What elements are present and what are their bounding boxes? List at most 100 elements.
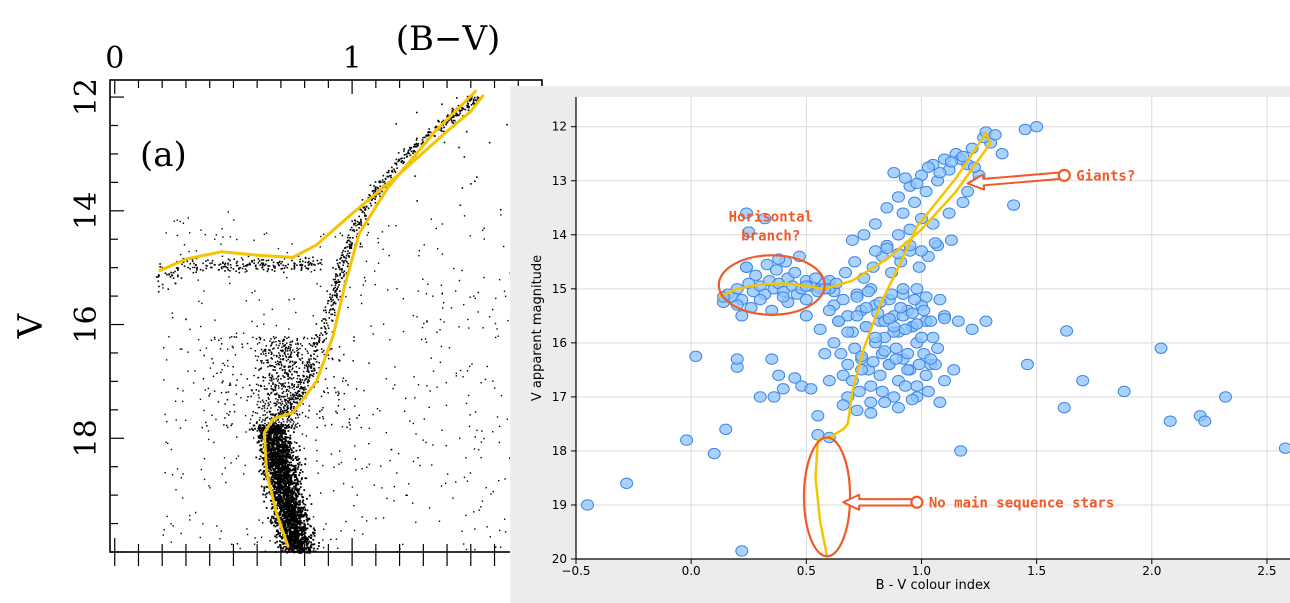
star-point [244, 264, 247, 267]
star-point [348, 421, 350, 424]
star-point [332, 303, 334, 306]
star-point [273, 510, 276, 513]
star-point [296, 481, 299, 484]
star-point [280, 536, 283, 538]
star-point [276, 483, 279, 486]
star-point [303, 389, 305, 391]
star-point [281, 549, 284, 552]
star-point [293, 351, 296, 353]
star-point [373, 484, 375, 486]
star-point [270, 429, 273, 431]
star-point [409, 420, 411, 422]
star-point [390, 174, 392, 177]
star-point [287, 518, 290, 521]
star-point [332, 267, 334, 269]
star-point [407, 151, 409, 153]
star-point [330, 304, 333, 307]
star-point [382, 517, 385, 519]
star-point [258, 336, 261, 339]
star-point [306, 337, 309, 340]
star-point [243, 473, 245, 475]
star-point [293, 363, 295, 365]
star-point [277, 409, 279, 411]
star-point [302, 388, 304, 390]
star-point [291, 364, 294, 367]
star-point [289, 346, 292, 349]
star-point [290, 522, 293, 525]
star-point [333, 466, 335, 468]
star-point [289, 421, 292, 423]
star-point [358, 414, 361, 417]
star-point [313, 543, 316, 546]
star-point [281, 446, 284, 449]
star-point [424, 136, 426, 139]
star-point [309, 373, 312, 376]
star-point [273, 442, 275, 445]
star-point [289, 355, 291, 357]
star-point [284, 514, 287, 517]
star-point [299, 509, 302, 512]
star-point [276, 540, 278, 543]
star-point [345, 520, 347, 523]
star-point [355, 469, 357, 471]
star-point [298, 381, 300, 383]
star-point [298, 542, 301, 545]
star-point [233, 403, 235, 406]
star-point [311, 345, 314, 347]
star-point [405, 153, 408, 156]
star-point [300, 511, 303, 514]
star-point [301, 509, 304, 512]
star-point [303, 539, 306, 542]
star-point [304, 348, 307, 350]
star-point [273, 471, 276, 474]
star-point [267, 361, 269, 364]
star-point [240, 373, 242, 376]
star-point [395, 158, 398, 161]
star-point [283, 509, 285, 512]
star-point [340, 530, 342, 532]
star-point [292, 536, 295, 538]
star-point [295, 545, 297, 548]
star-point [459, 204, 462, 207]
star-point [421, 326, 424, 329]
star-point [222, 236, 224, 238]
star-point [296, 338, 298, 340]
star-point [235, 262, 238, 264]
left-y-tick-label: 16 [69, 305, 104, 343]
star-point [293, 412, 296, 414]
star-point [481, 430, 483, 432]
star-point [275, 443, 278, 446]
star-point [235, 332, 238, 335]
star-point [316, 283, 318, 285]
star-point [166, 273, 168, 276]
star-point [327, 327, 330, 330]
star-point [247, 255, 250, 258]
star-point [276, 467, 279, 469]
star-point [297, 466, 300, 468]
star-point [290, 344, 292, 346]
star-point [284, 507, 286, 510]
star-point [292, 472, 295, 475]
star-point [292, 349, 294, 351]
star-point [167, 288, 170, 291]
star-point [343, 273, 346, 276]
star-point [292, 451, 295, 453]
star-point [251, 414, 254, 417]
star-point [278, 382, 280, 384]
star-point [273, 438, 276, 441]
star-point [348, 239, 350, 242]
star-point [258, 419, 261, 421]
star-point [360, 224, 363, 226]
star-point [299, 523, 302, 526]
star-point [284, 395, 286, 398]
star-point [273, 441, 276, 444]
star-point [233, 219, 235, 221]
star-point [356, 220, 359, 223]
star-point [408, 152, 411, 155]
star-point [301, 536, 304, 539]
star-point [287, 263, 289, 266]
star-point [468, 327, 470, 329]
star-point [282, 441, 284, 444]
star-point [307, 261, 309, 264]
